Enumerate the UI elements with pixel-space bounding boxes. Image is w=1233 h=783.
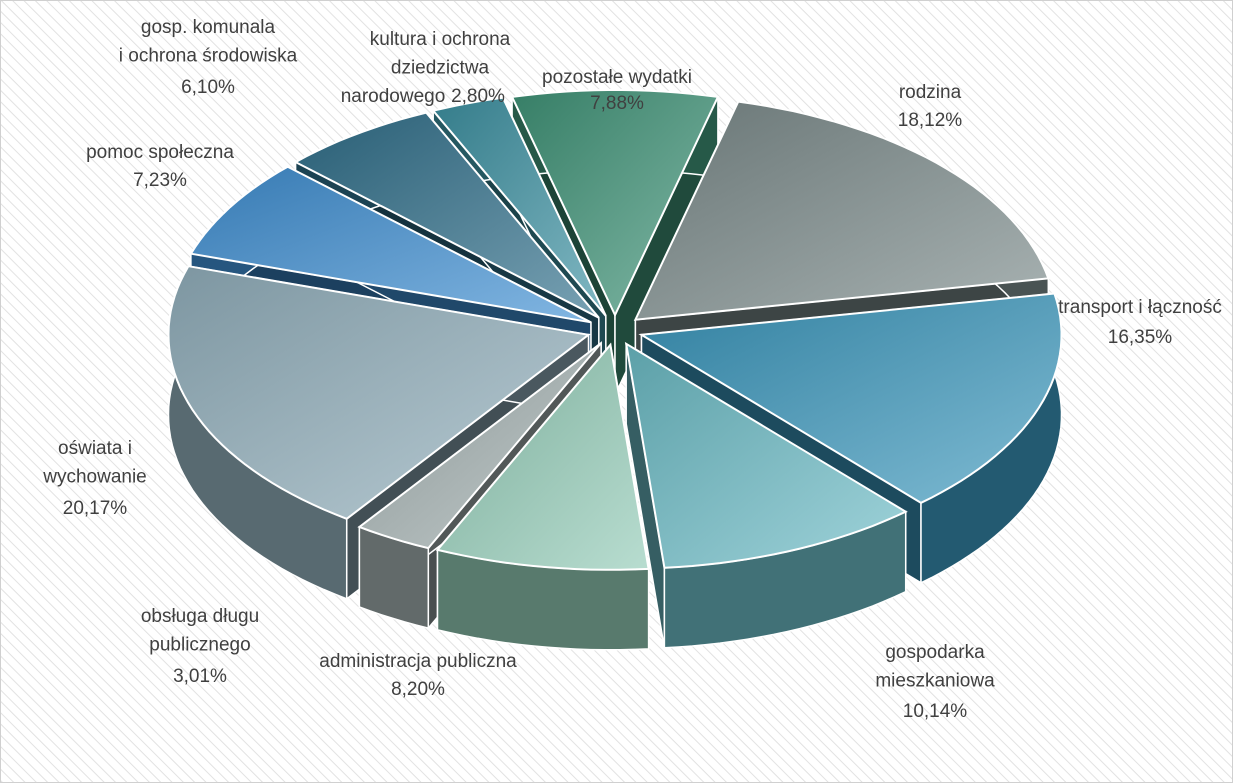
slice-top — [638, 292, 1063, 504]
category-label: gosp. komunala i ochrona środowiska — [119, 17, 298, 67]
slice-top — [510, 89, 720, 318]
slice-top — [431, 96, 607, 317]
value-label: 16,35% — [1108, 327, 1173, 348]
slice-top — [357, 342, 602, 550]
category-label: pozostałe wydatki — [542, 67, 692, 88]
slice-top — [293, 111, 600, 319]
slice-top — [624, 341, 908, 569]
category-label: rodzina — [899, 82, 962, 103]
slice — [624, 341, 908, 649]
value-label: 7,23% — [133, 170, 187, 191]
category-label: gospodarka mieszkaniowa — [875, 642, 995, 692]
slice-top — [189, 165, 592, 324]
value-label: 2,80% — [451, 86, 505, 107]
category-label: oświata i wychowanie — [42, 438, 147, 488]
value-label: 20,17% — [63, 498, 128, 519]
slice-top — [167, 265, 591, 520]
category-label: administracja publiczna — [319, 651, 517, 672]
category-label: kultura i ochrona dziedzictwa narodowego — [341, 29, 511, 107]
slice-top — [435, 342, 650, 571]
value-label: 6,10% — [181, 77, 235, 98]
category-label: transport i łączność — [1058, 297, 1222, 318]
value-label: 3,01% — [173, 666, 227, 687]
value-label: 7,88% — [590, 93, 644, 114]
category-label: pomoc społeczna — [86, 142, 234, 163]
category-label: obsługa długu publicznego — [141, 606, 259, 656]
slice — [435, 342, 650, 651]
pie — [167, 89, 1063, 651]
labels: pozostałe wydatki 7,88% rodzina 18,12% trans… — [42, 17, 1222, 722]
value-label: 10,14% — [903, 701, 968, 722]
slice-top — [633, 100, 1050, 321]
value-label: 18,12% — [898, 110, 963, 131]
value-label: 8,20% — [391, 679, 445, 700]
